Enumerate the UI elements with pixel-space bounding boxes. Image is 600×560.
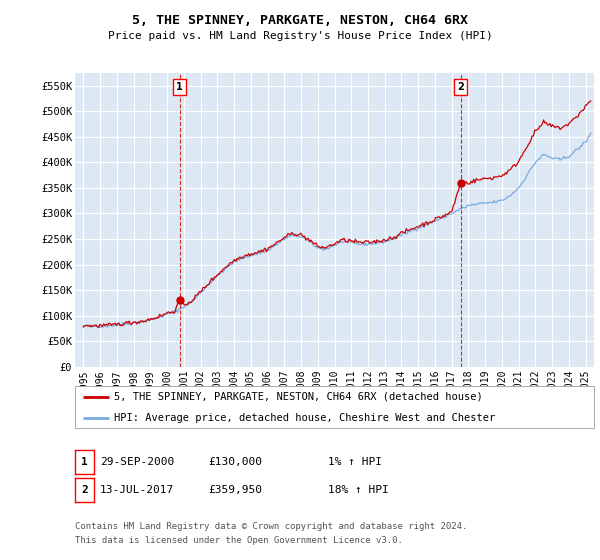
Text: 1: 1 [81, 457, 88, 467]
Text: HPI: Average price, detached house, Cheshire West and Chester: HPI: Average price, detached house, Ches… [114, 413, 495, 423]
Text: £130,000: £130,000 [208, 457, 262, 467]
Text: 2: 2 [457, 82, 464, 92]
Text: 2: 2 [81, 485, 88, 495]
Text: 5, THE SPINNEY, PARKGATE, NESTON, CH64 6RX (detached house): 5, THE SPINNEY, PARKGATE, NESTON, CH64 6… [114, 392, 482, 402]
Text: 18% ↑ HPI: 18% ↑ HPI [328, 485, 389, 495]
Text: 13-JUL-2017: 13-JUL-2017 [100, 485, 175, 495]
Text: This data is licensed under the Open Government Licence v3.0.: This data is licensed under the Open Gov… [75, 536, 403, 545]
Text: 29-SEP-2000: 29-SEP-2000 [100, 457, 175, 467]
Text: £359,950: £359,950 [208, 485, 262, 495]
Text: Price paid vs. HM Land Registry's House Price Index (HPI): Price paid vs. HM Land Registry's House … [107, 31, 493, 41]
Text: Contains HM Land Registry data © Crown copyright and database right 2024.: Contains HM Land Registry data © Crown c… [75, 522, 467, 531]
Text: 5, THE SPINNEY, PARKGATE, NESTON, CH64 6RX: 5, THE SPINNEY, PARKGATE, NESTON, CH64 6… [132, 14, 468, 27]
Text: 1: 1 [176, 82, 183, 92]
Text: 1% ↑ HPI: 1% ↑ HPI [328, 457, 382, 467]
